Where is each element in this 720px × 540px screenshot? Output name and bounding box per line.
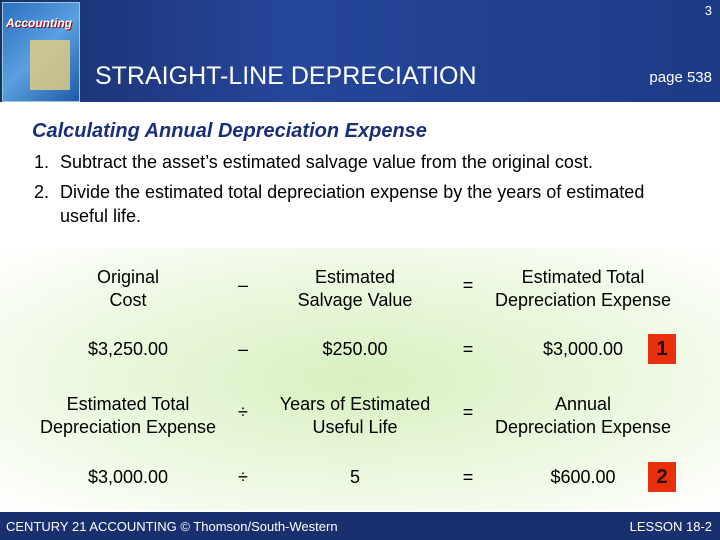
heading: Calculating Annual Depreciation Expense	[32, 120, 427, 142]
page-ref: page 538	[649, 69, 712, 86]
term-line: Depreciation Expense	[39, 417, 217, 437]
footer-left: CENTURY 21 ACCOUNTING © Thomson/South-We…	[6, 519, 338, 534]
book-title: Accounting	[6, 16, 72, 30]
term-line: Years of Estimated	[279, 394, 431, 414]
amount: $3,250.00	[87, 339, 169, 359]
slide-title: STRAIGHT-LINE DEPRECIATION	[95, 62, 477, 90]
step: 2. Divide the estimated total depreciatio…	[34, 180, 674, 228]
step-marker: 2.	[34, 182, 50, 202]
term: Years of Estimated Useful Life	[280, 393, 430, 439]
term-line: Depreciation Expense	[494, 417, 672, 437]
operator: =	[462, 339, 474, 359]
term-line: Estimated Total	[66, 394, 190, 414]
term: Original Cost	[97, 266, 159, 312]
amount: $3,000.00	[542, 339, 624, 359]
step-badge: 2	[648, 462, 676, 492]
term-line: Cost	[109, 290, 147, 310]
operator: ÷	[238, 402, 248, 422]
amount: 5	[349, 467, 361, 487]
operator: –	[237, 339, 249, 359]
term-line: Estimated	[314, 267, 396, 287]
term: Estimated Total Depreciation Expense	[495, 266, 671, 312]
footer-band	[0, 512, 720, 540]
book-art	[30, 40, 70, 90]
step-text: Subtract the asset’s estimated salvage v…	[60, 152, 593, 172]
term-line: Salvage Value	[297, 290, 413, 310]
slide-number: 3	[704, 3, 712, 18]
term: Annual Depreciation Expense	[495, 393, 671, 439]
step-marker: 1.	[34, 152, 50, 172]
term-line: Annual	[554, 394, 612, 414]
term: Estimated Salvage Value	[298, 266, 413, 312]
operator: =	[462, 275, 474, 295]
operator: =	[462, 402, 474, 422]
amount: $250.00	[322, 339, 388, 359]
operator: =	[462, 467, 474, 487]
amount: $3,000.00	[87, 467, 169, 487]
operator: ÷	[238, 467, 248, 487]
operator: –	[237, 275, 249, 295]
term-line: Useful Life	[312, 417, 398, 437]
formula-panel	[0, 248, 720, 510]
footer-right: LESSON 18-2	[629, 519, 712, 534]
step-text: Divide the estimated total depreciation …	[60, 182, 645, 226]
term-line: Estimated Total	[521, 267, 645, 287]
step: 1. Subtract the asset’s estimated salvage…	[34, 150, 674, 174]
term-line: Original	[96, 267, 160, 287]
term-line: Depreciation Expense	[494, 290, 672, 310]
header-band	[0, 0, 720, 102]
amount: $600.00	[550, 467, 616, 487]
step-badge: 1	[648, 334, 676, 364]
term: Estimated Total Depreciation Expense	[40, 393, 216, 439]
